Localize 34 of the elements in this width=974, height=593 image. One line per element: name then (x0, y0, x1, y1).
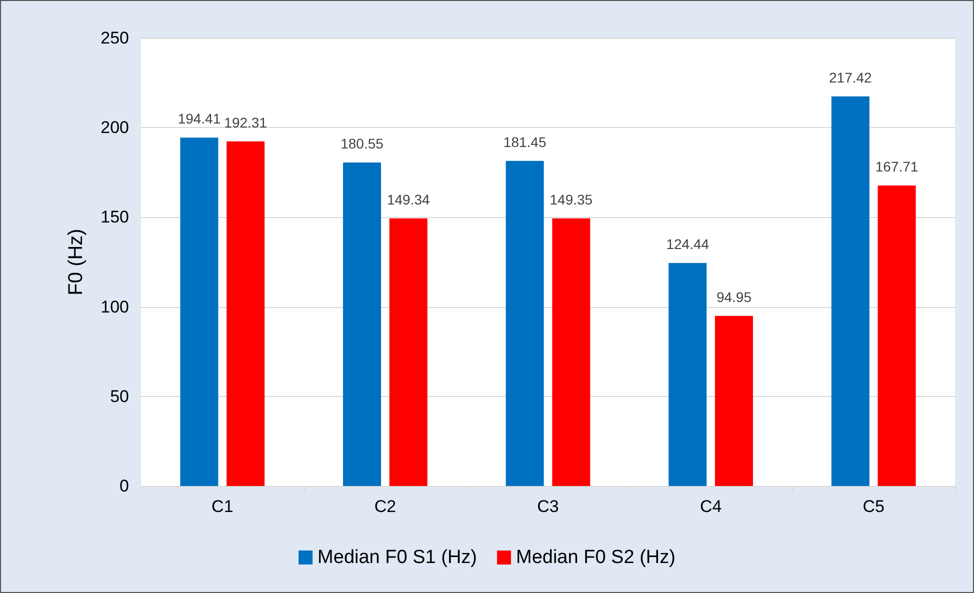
legend-label: Median F0 S2 (Hz) (516, 547, 676, 568)
data-label: 192.31 (224, 114, 268, 130)
bar (552, 218, 590, 486)
data-label: 124.44 (666, 236, 710, 252)
y-tick-label: 200 (100, 118, 129, 138)
y-tick-label: 100 (100, 297, 129, 316)
data-label: 194.41 (178, 110, 221, 127)
bar (226, 141, 265, 486)
data-label: 149.35 (550, 191, 593, 208)
y-tick-label: 150 (100, 208, 129, 227)
legend-label: Median F0 S1 (Hz) (318, 547, 478, 568)
bar (389, 218, 428, 486)
y-tick-label: 50 (110, 386, 129, 406)
data-label: 167.71 (875, 158, 918, 174)
data-label: 181.45 (503, 134, 546, 150)
x-tick-label: C2 (374, 497, 396, 516)
data-label: 94.95 (716, 288, 752, 305)
data-label: 180.55 (340, 135, 384, 152)
bar (180, 138, 218, 486)
x-tick-label: C5 (862, 497, 884, 516)
bar (343, 162, 382, 486)
x-tick-label: C1 (212, 497, 234, 516)
data-label: 217.42 (829, 69, 872, 86)
y-axis-title: F0 (Hz) (65, 228, 87, 296)
x-tick-label: C3 (537, 497, 559, 516)
bar (878, 185, 916, 486)
data-label: 149.34 (386, 191, 430, 208)
bar (831, 96, 870, 486)
bar (714, 316, 753, 486)
x-tick-label: C4 (700, 497, 722, 516)
y-tick-label: 0 (120, 476, 129, 496)
bar (506, 160, 544, 486)
bar (668, 263, 707, 486)
y-tick-label: 250 (100, 28, 129, 48)
